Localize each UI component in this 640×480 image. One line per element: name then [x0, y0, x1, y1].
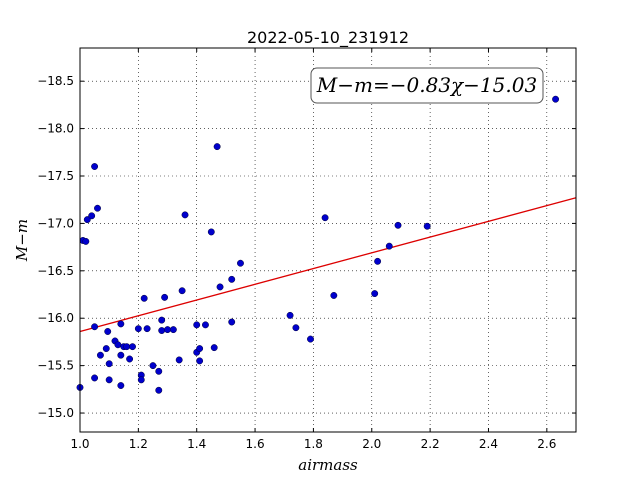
data-point [216, 283, 224, 291]
data-point [228, 318, 236, 326]
data-point [88, 212, 96, 220]
data-point [237, 259, 244, 267]
y-tick-label: −17.5 [37, 169, 74, 183]
data-point [423, 222, 431, 230]
data-point [161, 293, 169, 301]
data-point [96, 351, 104, 359]
data-point [385, 242, 393, 250]
fit-line-group [79, 197, 577, 333]
x-tick-label: 1.6 [246, 437, 265, 451]
data-point [114, 341, 122, 349]
data-point [374, 257, 382, 265]
x-tick-label: 1.8 [304, 437, 323, 451]
data-point [105, 360, 113, 368]
axis-ticks: 1.0 1.2 1.4 1.6 1.8 2.0 2.2 2.4 2.6 −15.0 −15.5 −16… [37, 48, 576, 451]
y-tick-label: −18.5 [37, 74, 74, 88]
data-point [117, 351, 125, 359]
data-point [213, 143, 221, 151]
data-point [126, 355, 134, 363]
data-point [321, 214, 329, 222]
data-point [196, 357, 204, 365]
data-point [158, 316, 166, 324]
data-point [552, 95, 560, 103]
y-tick-label: −16.0 [37, 311, 74, 325]
data-point [123, 343, 131, 351]
x-tick-label: 2.6 [537, 437, 556, 451]
data-point [143, 325, 151, 333]
data-point [196, 345, 204, 353]
x-tick-label: 2.0 [362, 437, 381, 451]
data-point [371, 290, 379, 298]
x-tick-label: 1.0 [70, 437, 89, 451]
plot-frame [79, 47, 577, 433]
data-points [76, 95, 560, 394]
data-point [181, 211, 189, 219]
y-tick-label: −15.5 [37, 359, 74, 373]
data-point [91, 374, 99, 382]
data-point [210, 344, 218, 352]
x-tick-label: 2.4 [479, 437, 498, 451]
data-point [83, 216, 91, 224]
data-point [91, 163, 99, 170]
data-point [202, 321, 209, 329]
data-point [193, 321, 201, 329]
data-point [104, 328, 112, 335]
data-point [117, 320, 125, 328]
y-tick-label: −15.0 [37, 406, 74, 420]
data-point [129, 343, 136, 351]
data-point [178, 287, 186, 295]
fit-line [79, 197, 577, 333]
y-tick-label: −16.5 [37, 264, 74, 278]
x-axis-label: airmass [298, 456, 358, 474]
data-point [94, 204, 101, 212]
data-point [175, 356, 183, 364]
data-point [102, 345, 110, 353]
data-point [149, 362, 157, 370]
data-point [228, 275, 236, 283]
y-tick-label: −18.0 [37, 122, 74, 136]
x-tick-label: 1.4 [187, 437, 206, 451]
data-point [82, 237, 90, 245]
y-axis-label: M−m [13, 219, 31, 262]
data-point [158, 327, 166, 334]
y-tick-label: −17.0 [37, 216, 74, 230]
data-point [117, 382, 125, 389]
grid [79, 48, 576, 432]
x-tick-label: 1.2 [129, 437, 148, 451]
data-point [169, 326, 177, 334]
data-point [286, 311, 294, 319]
data-point [307, 335, 314, 343]
chart-title: 2022-05-10_231912 [247, 28, 409, 48]
x-tick-label: 2.2 [421, 437, 440, 451]
data-point [207, 228, 215, 236]
annotation-frame [310, 67, 544, 104]
data-point [394, 221, 402, 229]
data-point [155, 386, 163, 394]
data-point [134, 325, 142, 333]
data-point [140, 294, 148, 302]
data-point [155, 367, 163, 375]
data-point [330, 292, 338, 299]
data-point [91, 323, 99, 331]
fit-equation: M−m=−0.83χ−15.03 [316, 73, 537, 97]
data-point [105, 376, 113, 384]
data-point [137, 376, 145, 384]
data-point [292, 324, 300, 332]
data-point [164, 326, 171, 334]
equation-annotation-box: M−m=−0.83χ−15.03 [310, 67, 544, 104]
